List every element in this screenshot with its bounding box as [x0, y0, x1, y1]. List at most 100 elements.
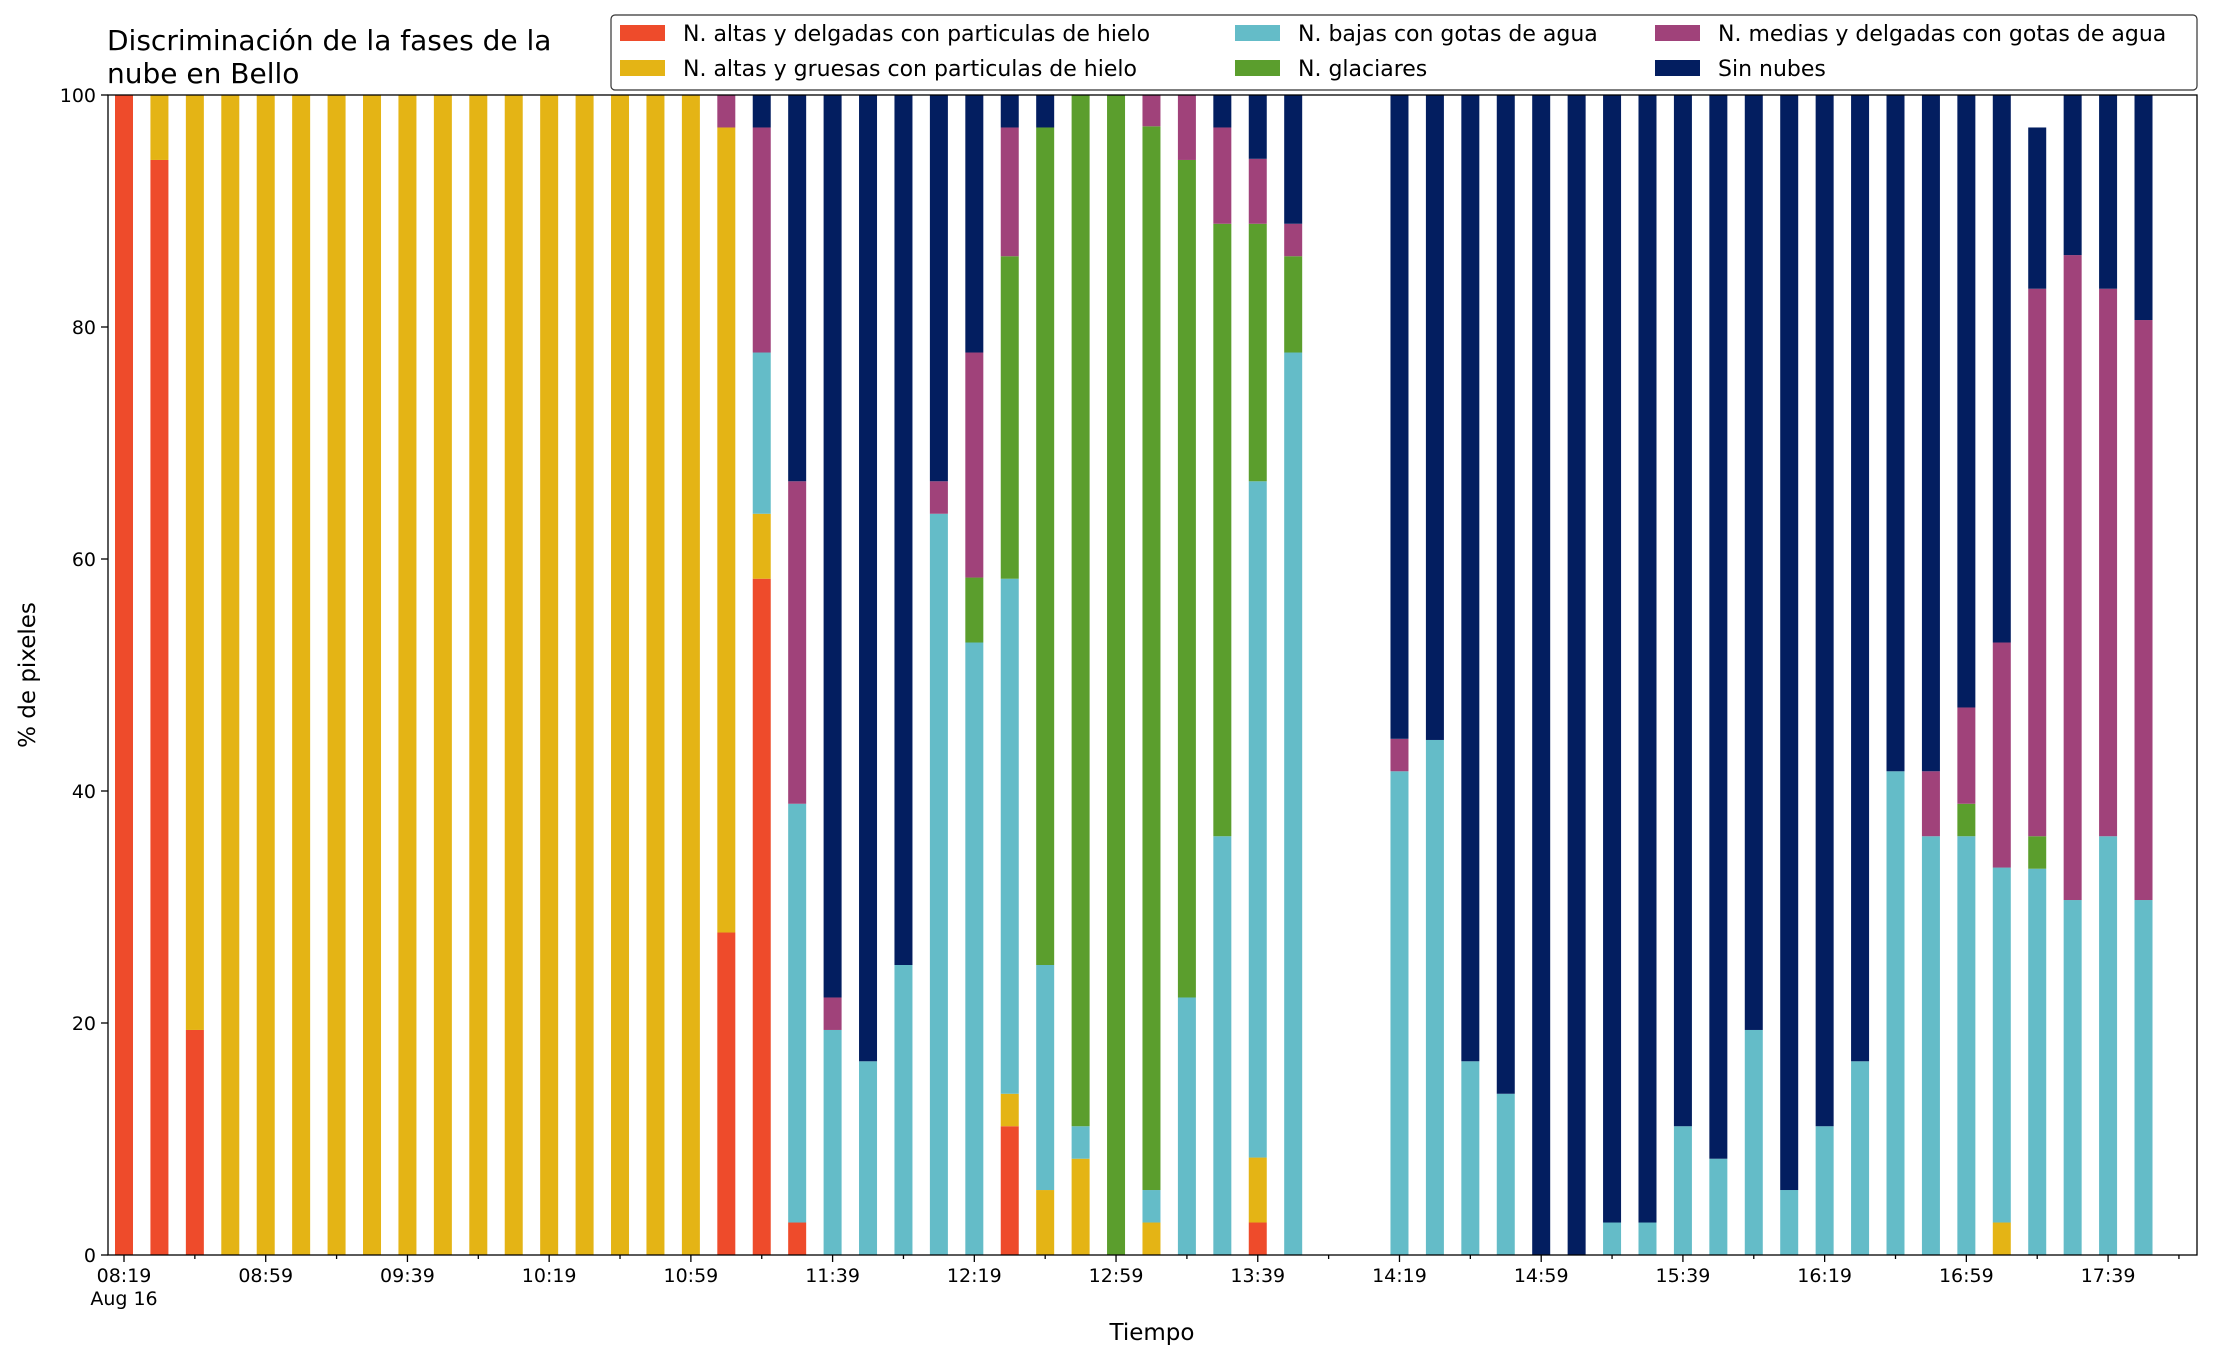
bar-segment-slot-45-series-5 — [1709, 95, 1727, 1159]
y-tick-label: 0 — [84, 1245, 96, 1267]
x-axis: 08:19Aug 1608:59 09:39 10:19 10:59 11:39 12:1… — [90, 1255, 2179, 1310]
bar-segment-slot-32-series-3 — [1249, 224, 1267, 482]
bar-segment-slot-18-series-4 — [753, 127, 771, 352]
bar-segment-slot-54-series-2 — [2028, 869, 2046, 1255]
bar-segment-slot-30-series-2 — [1178, 997, 1196, 1255]
bar-segment-slot-23-series-5 — [930, 95, 948, 481]
legend-swatch-1 — [620, 60, 665, 76]
bar-segment-slot-43-series-2 — [1638, 1223, 1656, 1255]
x-tick-label: 12:19 — [947, 1265, 1002, 1287]
bar-segment-slot-44-series-2 — [1674, 1126, 1692, 1255]
bar-segment-slot-56-series-4 — [2099, 289, 2117, 837]
bar-segment-slot-36-series-4 — [1390, 739, 1408, 771]
bar-segment-slot-8-series-1 — [398, 95, 416, 1255]
y-tick-label: 60 — [72, 549, 96, 571]
bar-segment-slot-17-series-1 — [717, 127, 735, 932]
legend-label-2: N. bajas con gotas de agua — [1298, 22, 1598, 47]
bar-segment-slot-42-series-2 — [1603, 1223, 1621, 1255]
bar-segment-slot-15-series-1 — [646, 95, 664, 1255]
bar-segment-slot-31-series-4 — [1213, 127, 1231, 223]
bar-segment-slot-29-series-2 — [1142, 1190, 1160, 1222]
x-tick-label: 15:39 — [1656, 1265, 1711, 1287]
x-tick-label: 10:59 — [663, 1265, 718, 1287]
bar-segment-slot-38-series-5 — [1461, 95, 1479, 1061]
bar-segment-slot-38-series-2 — [1461, 1061, 1479, 1255]
bar-segment-slot-33-series-2 — [1284, 353, 1302, 1255]
bar-segment-slot-20-series-2 — [824, 1030, 842, 1255]
x-tick-label: 16:19 — [1797, 1265, 1852, 1287]
bar-segment-slot-46-series-5 — [1745, 95, 1763, 1030]
bar-segment-slot-52-series-5 — [1957, 95, 1975, 707]
bar-segment-slot-24-series-5 — [965, 95, 983, 353]
bar-segment-slot-54-series-5 — [2028, 127, 2046, 288]
bar-segment-slot-9-series-1 — [434, 95, 452, 1255]
bar-segment-slot-20-series-5 — [824, 95, 842, 997]
y-tick-label: 20 — [72, 1013, 96, 1035]
bar-segment-slot-56-series-2 — [2099, 836, 2117, 1255]
bar-segment-slot-25-series-2 — [1001, 579, 1019, 1094]
bar-segment-slot-53-series-1 — [1993, 1223, 2011, 1255]
bar-segment-slot-47-series-5 — [1780, 95, 1798, 1190]
x-axis-label: Tiempo — [1109, 1320, 1195, 1346]
bar-segment-slot-14-series-1 — [611, 95, 629, 1255]
bar-segment-slot-33-series-4 — [1284, 224, 1302, 256]
bar-segment-slot-30-series-4 — [1178, 95, 1196, 160]
bar-segment-slot-33-series-5 — [1284, 95, 1302, 224]
bar-segment-slot-56-series-5 — [2099, 95, 2117, 289]
bar-segment-slot-10-series-1 — [469, 95, 487, 1255]
legend-label-5: Sin nubes — [1718, 57, 1826, 82]
x-tick-label: 08:59 — [238, 1265, 293, 1287]
bar-segment-slot-54-series-4 — [2028, 289, 2046, 837]
bar-segment-slot-39-series-2 — [1497, 1094, 1515, 1255]
bar-segment-slot-25-series-4 — [1001, 127, 1019, 256]
bar-segment-slot-12-series-1 — [540, 95, 558, 1255]
bar-segment-slot-25-series-0 — [1001, 1126, 1019, 1255]
bar-segment-slot-5-series-1 — [292, 95, 310, 1255]
bar-segment-slot-4-series-1 — [257, 95, 275, 1255]
legend-swatch-4 — [1655, 25, 1700, 41]
bar-segment-slot-49-series-5 — [1851, 95, 1869, 1061]
bar-segment-slot-48-series-5 — [1816, 95, 1834, 1126]
y-axis: 0 20 40 60 80 100 — [60, 85, 108, 1267]
bar-segment-slot-24-series-3 — [965, 578, 983, 643]
x-tick-label: 16:59 — [1939, 1265, 1994, 1287]
x-tick-label: 09:39 — [380, 1265, 435, 1287]
bar-segment-slot-32-series-0 — [1249, 1223, 1267, 1255]
bar-segment-slot-52-series-4 — [1957, 707, 1975, 803]
bar-segment-slot-25-series-3 — [1001, 256, 1019, 578]
bar-segment-slot-18-series-5 — [753, 95, 771, 127]
bar-segment-slot-21-series-2 — [859, 1061, 877, 1255]
bar-segment-slot-47-series-2 — [1780, 1190, 1798, 1255]
bar-segment-slot-55-series-5 — [2064, 95, 2082, 255]
bar-segment-slot-32-series-1 — [1249, 1158, 1267, 1223]
bar-segment-slot-49-series-2 — [1851, 1061, 1869, 1255]
bar-segment-slot-6-series-1 — [328, 95, 346, 1255]
bar-segment-slot-24-series-2 — [965, 643, 983, 1255]
y-axis-label: % de pixeles — [15, 602, 41, 748]
bar-segment-slot-19-series-0 — [788, 1223, 806, 1255]
bar-segment-slot-25-series-5 — [1001, 95, 1019, 127]
bar-segment-slot-22-series-2 — [894, 965, 912, 1255]
legend-swatch-0 — [620, 25, 665, 41]
bar-segment-slot-29-series-3 — [1142, 126, 1160, 1190]
bar-segment-slot-26-series-3 — [1036, 127, 1054, 965]
bar-segment-slot-33-series-3 — [1284, 256, 1302, 352]
y-tick-label: 40 — [72, 781, 96, 803]
bar-segment-slot-37-series-5 — [1426, 95, 1444, 740]
bar-segment-slot-16-series-1 — [682, 95, 700, 1255]
bar-segment-slot-53-series-5 — [1993, 95, 2011, 643]
bar-segment-slot-36-series-2 — [1390, 771, 1408, 1255]
bar-segment-slot-53-series-4 — [1993, 643, 2011, 868]
bar-segment-slot-31-series-3 — [1213, 224, 1231, 836]
bar-segment-slot-17-series-4 — [717, 95, 735, 127]
bar-segment-slot-18-series-1 — [753, 514, 771, 579]
bar-segment-slot-32-series-5 — [1249, 95, 1267, 159]
legend: N. altas y delgadas con particulas de hi… — [611, 15, 2197, 90]
bar-segment-slot-46-series-2 — [1745, 1030, 1763, 1255]
legend-swatch-2 — [1235, 25, 1280, 41]
bar-segment-slot-29-series-4 — [1142, 95, 1160, 126]
x-tick-label: 17:39 — [2081, 1265, 2136, 1287]
legend-swatch-5 — [1655, 60, 1700, 76]
legend-swatch-3 — [1235, 60, 1280, 76]
bar-segment-slot-37-series-2 — [1426, 740, 1444, 1255]
